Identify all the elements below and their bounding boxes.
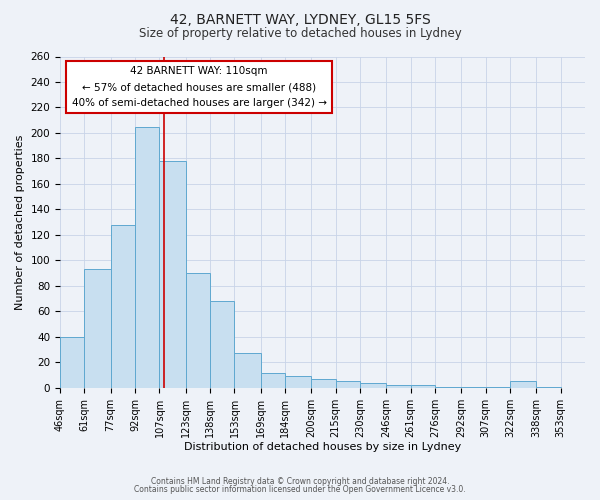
Bar (311, 379, 335, 388)
Text: 42, BARNETT WAY, LYDNEY, GL15 5FS: 42, BARNETT WAY, LYDNEY, GL15 5FS (170, 12, 430, 26)
Bar (410, 386, 435, 388)
Bar (335, 382, 360, 388)
Bar (386, 386, 410, 388)
Bar (461, 386, 485, 388)
Bar (285, 376, 311, 388)
Bar (185, 273, 210, 388)
Bar (110, 224, 135, 388)
X-axis label: Distribution of detached houses by size in Lydney: Distribution of detached houses by size … (184, 442, 461, 452)
Bar (210, 301, 235, 388)
Bar (135, 126, 160, 388)
Text: 42 BARNETT WAY: 110sqm
← 57% of detached houses are smaller (488)
40% of semi-de: 42 BARNETT WAY: 110sqm ← 57% of detached… (71, 66, 326, 108)
Bar (85, 270, 110, 388)
Y-axis label: Number of detached properties: Number of detached properties (15, 134, 25, 310)
Bar (235, 354, 260, 388)
Bar (536, 386, 560, 388)
Bar (260, 372, 285, 388)
Text: Contains public sector information licensed under the Open Government Licence v3: Contains public sector information licen… (134, 485, 466, 494)
Bar (60, 337, 85, 388)
Bar (435, 386, 461, 388)
Bar (360, 382, 386, 388)
Text: Contains HM Land Registry data © Crown copyright and database right 2024.: Contains HM Land Registry data © Crown c… (151, 477, 449, 486)
Bar (510, 382, 536, 388)
Bar (485, 386, 510, 388)
Text: Size of property relative to detached houses in Lydney: Size of property relative to detached ho… (139, 28, 461, 40)
Bar (160, 161, 185, 388)
